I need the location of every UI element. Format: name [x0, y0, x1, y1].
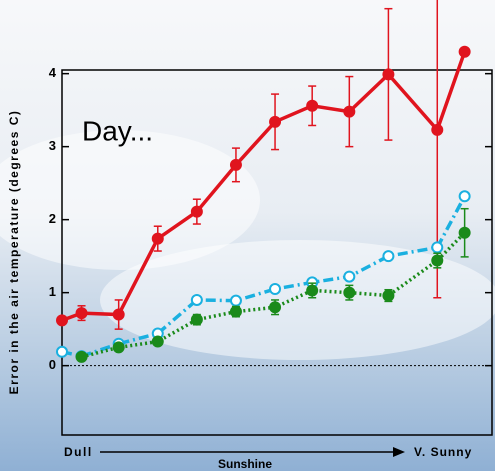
- marker: [151, 335, 164, 348]
- marker: [190, 293, 203, 306]
- marker: [306, 284, 319, 297]
- marker: [269, 301, 282, 314]
- marker: [229, 305, 242, 318]
- marker: [343, 105, 356, 118]
- y-axis-label: Error in the air temperature (degrees C): [7, 110, 21, 395]
- marker: [229, 158, 242, 171]
- y-tick-label: 4: [49, 65, 57, 80]
- x-axis-label: Sunshine: [218, 457, 272, 471]
- x-end-label: V. Sunny: [414, 445, 472, 459]
- marker: [75, 307, 88, 320]
- marker: [269, 283, 282, 295]
- y-tick-label: 0: [49, 357, 56, 372]
- marker: [343, 286, 356, 299]
- marker: [56, 314, 68, 327]
- marker: [458, 226, 471, 239]
- annotation: Day...: [82, 115, 153, 146]
- y-tick-label: 3: [49, 138, 56, 153]
- marker: [431, 254, 444, 267]
- marker: [229, 294, 242, 307]
- marker: [190, 205, 203, 218]
- marker: [75, 350, 88, 363]
- marker: [306, 99, 319, 112]
- cloud: [0, 130, 260, 270]
- marker: [458, 45, 471, 58]
- x-arrow-head: [393, 447, 405, 457]
- marker: [431, 241, 444, 254]
- cloud: [100, 240, 495, 360]
- x-start-label: Dull: [64, 445, 93, 459]
- marker: [343, 270, 356, 283]
- plot-frame: [61, 69, 493, 436]
- y-tick-label: 2: [49, 211, 56, 226]
- series-line: [61, 51, 467, 323]
- marker: [382, 250, 395, 263]
- marker: [112, 308, 125, 321]
- y-tick-label: 1: [49, 284, 56, 299]
- marker: [382, 68, 395, 81]
- marker: [56, 345, 68, 358]
- marker: [112, 341, 125, 354]
- marker: [151, 232, 164, 245]
- marker: [190, 313, 203, 326]
- marker: [431, 123, 444, 136]
- marker: [382, 289, 395, 302]
- marker: [458, 190, 471, 203]
- marker: [269, 115, 282, 128]
